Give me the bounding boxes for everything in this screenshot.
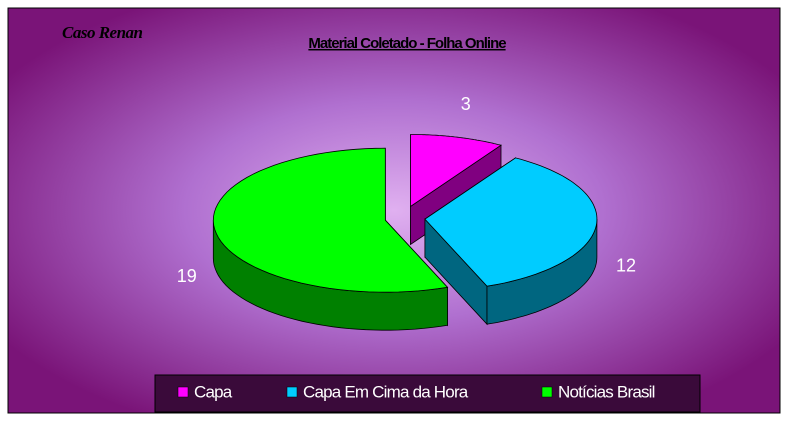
legend-swatch [542,387,552,397]
data-label: 3 [461,94,471,114]
chart-title: Material Coletado - Folha Online [308,35,506,52]
legend-swatch [287,387,297,397]
legend-label: Capa Em Cima da Hora [303,382,469,401]
legend-label: Capa [194,382,233,401]
chart-subtitle: Caso Renan [62,23,143,42]
legend-label: Notícias Brasil [558,382,655,401]
legend-swatch [178,387,188,397]
data-label: 19 [177,266,197,286]
data-label: 12 [616,256,636,276]
chart-area [8,8,780,413]
